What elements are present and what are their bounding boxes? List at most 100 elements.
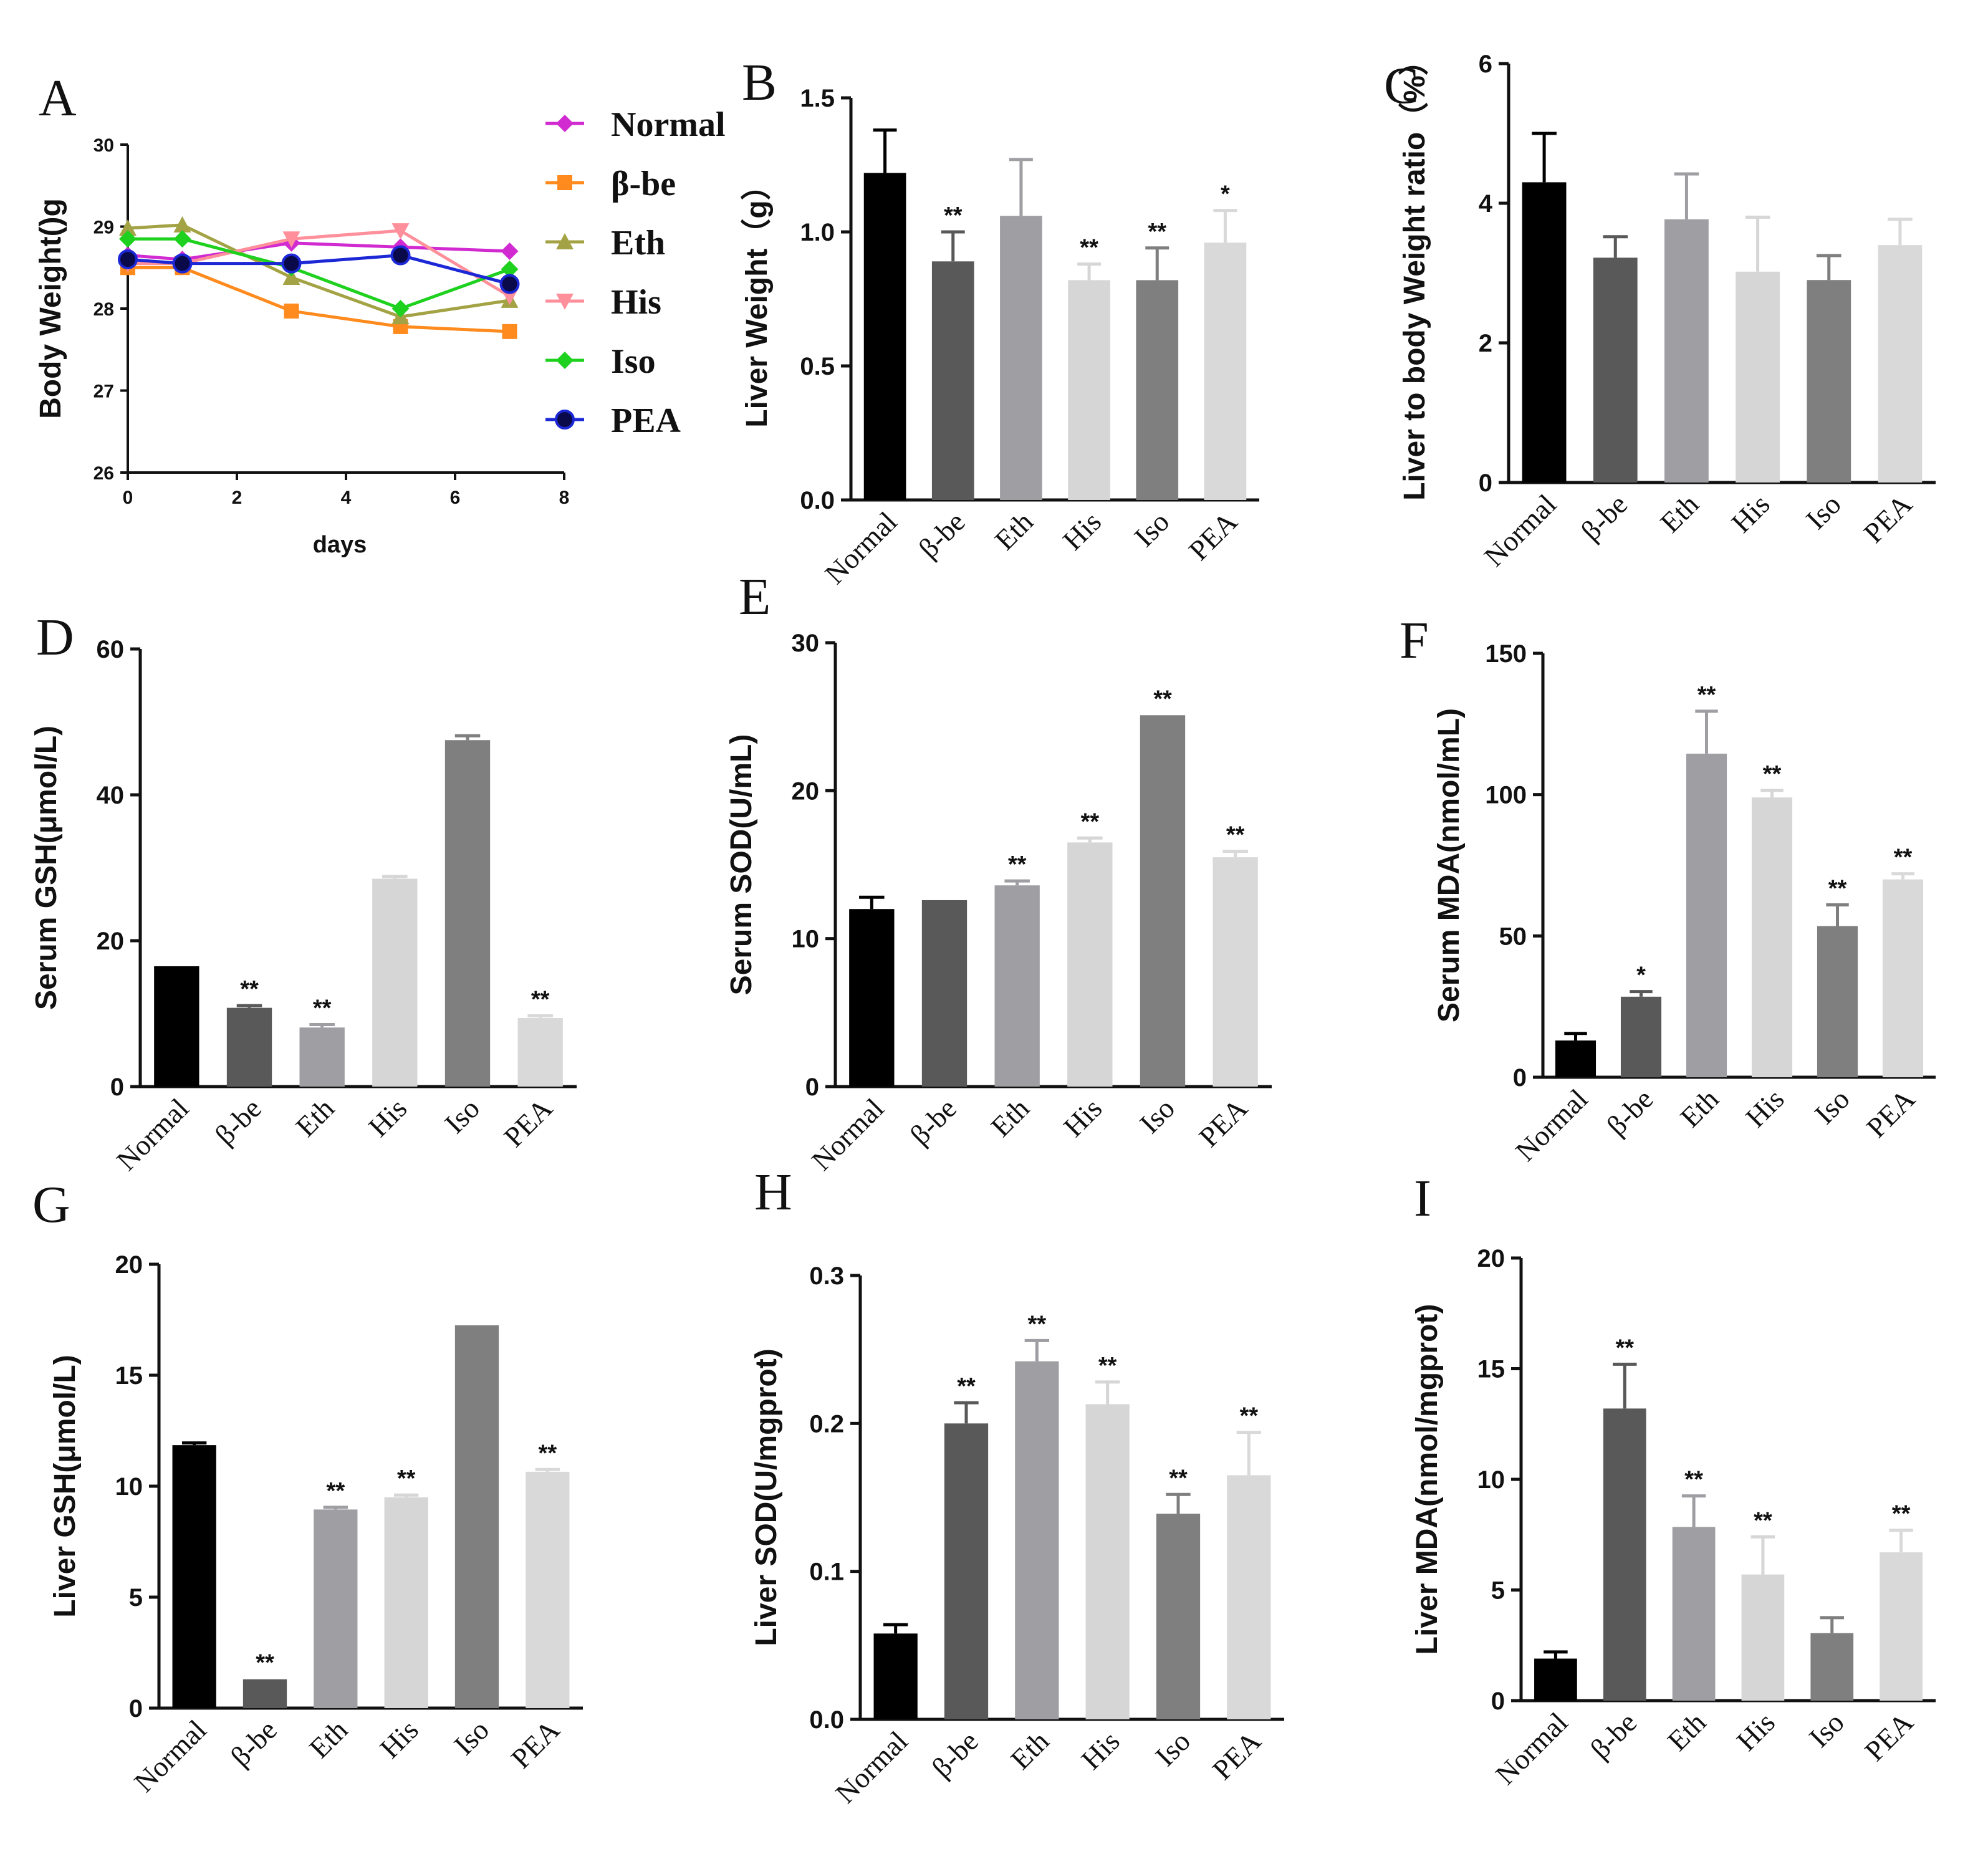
- y-axis-label: Serum GSH(μmol/L): [30, 726, 63, 1010]
- panel-d: D 0 20 40 60 Serum GSH(μmol/L) Normal ** β-be ** E…: [30, 608, 577, 1176]
- category-label: β-be: [1600, 1083, 1659, 1141]
- significance-marker: **: [1892, 1501, 1911, 1527]
- y-tick-label: 0.2: [809, 1410, 844, 1438]
- significance-marker: **: [1028, 1311, 1047, 1337]
- category-label: β-be: [224, 1714, 283, 1772]
- category-label: Normal: [829, 1725, 913, 1809]
- category-label: Eth: [989, 506, 1039, 556]
- bar-g-0: [172, 1445, 216, 1708]
- category-label: His: [1057, 506, 1107, 556]
- y-tick-label: 0.3: [809, 1262, 844, 1290]
- bar-h-5: [1227, 1475, 1271, 1719]
- bar-h-3: [1085, 1404, 1130, 1719]
- y-tick-label: 100: [1485, 782, 1527, 809]
- significance-marker: **: [1226, 822, 1245, 848]
- category-label: β-be: [926, 1725, 984, 1784]
- bar-i-5: [1880, 1552, 1923, 1701]
- y-tick-label: 26: [94, 463, 114, 484]
- category-label: Eth: [1654, 488, 1704, 539]
- bar-g-3: [384, 1497, 428, 1708]
- marker-triangle: [282, 269, 300, 286]
- bar-d-0: [154, 966, 199, 1087]
- category-label: Normal: [1489, 1706, 1573, 1790]
- y-tick-label: 0.5: [800, 353, 835, 380]
- category-label: His: [362, 1092, 413, 1143]
- significance-marker: **: [240, 976, 259, 1002]
- y-tick-label: 50: [1499, 923, 1527, 950]
- panel-letter: C: [1384, 57, 1419, 115]
- y-tick-label: 6: [1479, 50, 1492, 78]
- bar-b-5: [1204, 243, 1247, 500]
- significance-marker: **: [1828, 875, 1847, 901]
- category-label: Eth: [1674, 1083, 1724, 1133]
- category-label: Eth: [984, 1092, 1035, 1143]
- y-tick-label: 10: [1477, 1466, 1505, 1494]
- bar-h-2: [1015, 1361, 1059, 1719]
- panel-b: B 0.0 0.5 1.0 1.5 Liver Weight（g） Normal ** β-be…: [741, 54, 1259, 590]
- significance-marker: **: [539, 1440, 557, 1466]
- y-tick-label: 20: [1477, 1245, 1505, 1272]
- significance-marker: **: [957, 1373, 976, 1400]
- bar-b-3: [1068, 280, 1110, 500]
- marker-triangle: [173, 216, 191, 233]
- bar-f-2: [1686, 753, 1727, 1077]
- category-label: His: [1739, 1083, 1790, 1133]
- marker-diamond: [391, 300, 410, 317]
- bar-f-3: [1751, 797, 1793, 1077]
- significance-marker: **: [1615, 1335, 1634, 1361]
- y-tick-label: 60: [97, 636, 125, 663]
- y-axis-label: Liver SOD(U/mgprot): [750, 1348, 783, 1646]
- y-tick-label: 15: [115, 1362, 143, 1390]
- panel-letter: F: [1400, 612, 1429, 670]
- marker-triangle-down: [556, 294, 574, 310]
- y-tick-label: 0.0: [800, 487, 835, 514]
- category-label: Iso: [1808, 1083, 1856, 1130]
- bar-b-2: [1000, 216, 1042, 500]
- category-label: PEA: [1858, 1706, 1919, 1767]
- marker-diamond: [173, 230, 191, 248]
- bar-b-0: [863, 173, 906, 500]
- category-label: β-be: [904, 1092, 963, 1151]
- category-label: Normal: [110, 1092, 194, 1176]
- y-tick-label: 150: [1485, 640, 1527, 668]
- significance-marker: **: [1080, 235, 1098, 261]
- bar-e-3: [1067, 842, 1113, 1087]
- y-tick-label: 2: [1479, 330, 1492, 357]
- significance-marker: **: [397, 1466, 416, 1492]
- significance-marker: **: [531, 987, 550, 1013]
- y-tick-label: 0.1: [809, 1559, 844, 1586]
- bar-d-2: [299, 1027, 345, 1087]
- category-label: Normal: [819, 506, 903, 590]
- y-axis-label: Serum MDA(nmol/mL): [1433, 708, 1466, 1022]
- marker-circle: [555, 410, 575, 430]
- significance-marker: **: [944, 203, 963, 229]
- x-tick-label: 4: [341, 488, 352, 508]
- category-label: Eth: [1004, 1725, 1055, 1775]
- y-axis-label: Liver MDA(nmol/mgprot): [1411, 1304, 1444, 1655]
- bar-c-3: [1736, 271, 1780, 483]
- panel-letter: G: [32, 1176, 70, 1234]
- marker-circle: [172, 253, 193, 274]
- panel-a: A 26 27 28 29 30 0 2 4 6 8 days Body Weight()g: [34, 69, 569, 558]
- marker-circle: [499, 274, 520, 294]
- bar-i-4: [1810, 1633, 1854, 1701]
- panel-letter: E: [739, 568, 771, 626]
- y-tick-label: 28: [94, 299, 114, 320]
- marker-triangle-down: [391, 223, 410, 240]
- category-label: β-be: [209, 1092, 267, 1151]
- category-label: His: [1075, 1725, 1125, 1775]
- category-label: Normal: [1478, 488, 1562, 572]
- significance-marker: **: [313, 996, 332, 1022]
- bar-g-1: [242, 1679, 287, 1708]
- significance-marker: **: [256, 1650, 274, 1676]
- y-tick-label: 10: [792, 926, 820, 953]
- significance-marker: **: [1153, 686, 1172, 712]
- bar-f-5: [1882, 879, 1924, 1077]
- y-tick-label: 0.0: [809, 1706, 844, 1734]
- category-label: β-be: [913, 506, 971, 564]
- y-tick-label: 0: [1491, 1688, 1505, 1715]
- y-tick-label: 4: [1479, 190, 1493, 218]
- marker-circle: [281, 253, 302, 274]
- panel-letter: A: [39, 69, 77, 127]
- y-tick-label: 30: [94, 135, 114, 156]
